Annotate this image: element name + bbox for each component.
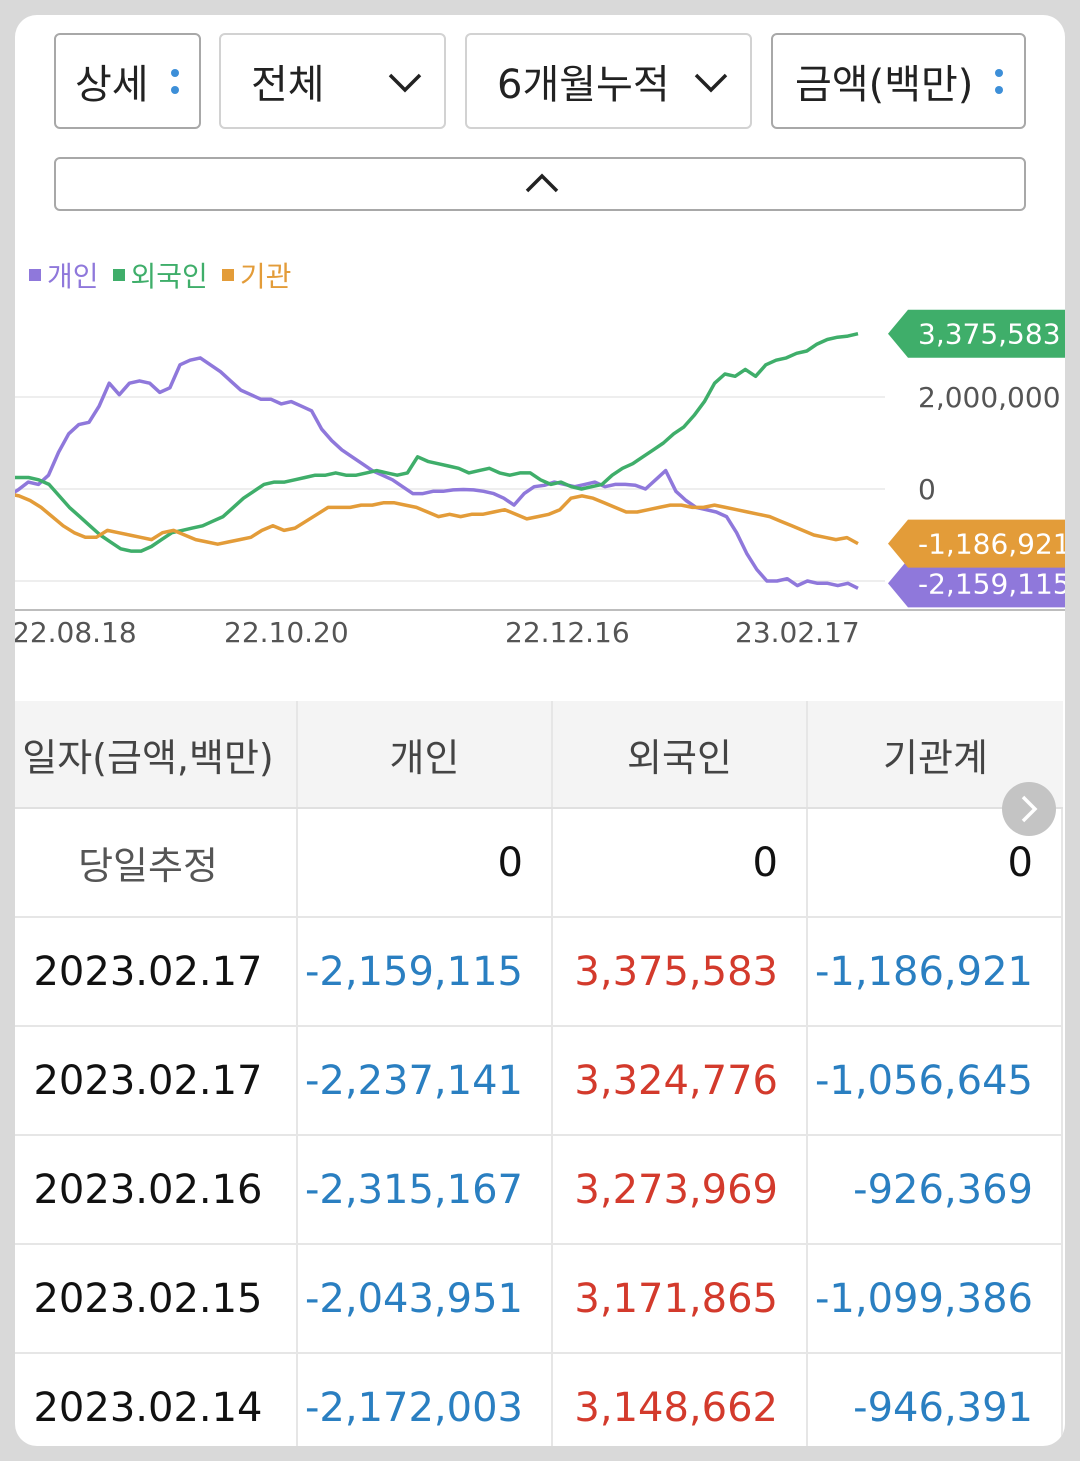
end-value-label: -1,186,921: [918, 528, 1065, 561]
series-line-0: [15, 356, 859, 590]
end-value-tag-bg: [888, 519, 1065, 568]
estimate-individual: 0: [298, 809, 553, 916]
header-institution: 기관계: [883, 735, 988, 780]
row-institution: -926,369: [808, 1136, 1063, 1243]
estimate-row: 당일추정 0 0 0: [15, 809, 1063, 918]
row-institution: -1,186,921: [808, 918, 1063, 1025]
y-tick-label: 2,000,000: [918, 381, 1061, 414]
more-vertical-icon: [995, 69, 1003, 103]
period-dropdown[interactable]: 6개월누적: [465, 33, 752, 129]
collapse-chart-button[interactable]: [54, 157, 1026, 211]
y-tick-label: 0: [918, 473, 936, 506]
row-institution: -946,391: [808, 1354, 1063, 1446]
row-foreign: 3,375,583: [553, 918, 808, 1025]
end-value-label: 3,375,583: [918, 318, 1061, 351]
header-foreign: 외국인: [553, 701, 808, 807]
row-institution: -1,056,645: [808, 1027, 1063, 1134]
scope-label: 전체: [251, 62, 325, 108]
view-mode-select[interactable]: 상세: [54, 33, 201, 129]
x-tick-label: 23.02.17: [735, 616, 860, 649]
row-individual: -2,159,115: [298, 918, 553, 1025]
investor-line-chart: 2,000,000 0 22.08.18 22.10.20 22.12.16 23.02.…: [15, 309, 1065, 649]
row-date: 2023.02.14: [15, 1354, 298, 1446]
chevron-right-icon: [1021, 795, 1038, 823]
row-foreign: 3,324,776: [553, 1027, 808, 1134]
row-date: 2023.02.17: [15, 1027, 298, 1134]
scope-dropdown[interactable]: 전체: [219, 33, 446, 129]
row-date: 2023.02.15: [15, 1245, 298, 1352]
chevron-up-icon: [525, 173, 559, 193]
view-mode-label: 상세: [75, 62, 149, 108]
series-line-2: [15, 493, 859, 546]
investor-table: 일자(금액,백만) 개인 외국인 기관계 당일추정 0 0 0 2023.02.…: [15, 701, 1063, 1446]
table-row[interactable]: 2023.02.17 -2,159,115 3,375,583 -1,186,9…: [15, 918, 1063, 1027]
chevron-down-icon: [388, 73, 422, 93]
more-vertical-icon: [171, 69, 179, 103]
row-institution: -1,099,386: [808, 1245, 1063, 1352]
legend-label: 개인: [47, 260, 99, 293]
legend-item-institution: 기관: [221, 255, 292, 295]
row-date: 2023.02.16: [15, 1136, 298, 1243]
x-tick-label: 22.08.18: [15, 616, 137, 649]
table-row[interactable]: 2023.02.17 -2,237,141 3,324,776 -1,056,6…: [15, 1027, 1063, 1136]
period-label: 6개월누적: [497, 62, 670, 108]
estimate-institution: 0: [808, 809, 1063, 916]
row-individual: -2,043,951: [298, 1245, 553, 1352]
chevron-down-icon: [694, 73, 728, 93]
x-tick-label: 22.12.16: [505, 616, 630, 649]
header-individual: 개인: [298, 701, 553, 807]
investor-trend-card: 상세 전체 6개월누적 금액(백만) 개인 외국인 기관 2,000,000 0 2…: [15, 15, 1065, 1446]
estimate-label: 당일추정: [15, 809, 298, 916]
row-foreign: 3,273,969: [553, 1136, 808, 1243]
row-date: 2023.02.17: [15, 918, 298, 1025]
row-individual: -2,315,167: [298, 1136, 553, 1243]
end-value-tag-bg: [888, 559, 1065, 608]
chart-legend: 개인 외국인 기관: [29, 255, 291, 295]
x-tick-label: 22.10.20: [224, 616, 349, 649]
legend-item-foreign: 외국인: [112, 255, 208, 295]
unit-select[interactable]: 금액(백만): [771, 33, 1026, 129]
end-value-tag-bg: [888, 309, 1065, 358]
series-line-1: [15, 331, 859, 553]
table-row[interactable]: 2023.02.14 -2,172,003 3,148,662 -946,391: [15, 1354, 1063, 1446]
row-foreign: 3,171,865: [553, 1245, 808, 1352]
legend-item-individual: 개인: [29, 255, 99, 295]
end-value-label: -2,159,115: [918, 567, 1065, 600]
header-date: 일자(금액,백만): [15, 701, 298, 807]
row-individual: -2,172,003: [298, 1354, 553, 1446]
row-individual: -2,237,141: [298, 1027, 553, 1134]
table-header-row: 일자(금액,백만) 개인 외국인 기관계: [15, 701, 1063, 809]
end-value-tag: 3,375,583: [888, 309, 1065, 358]
unit-label: 금액(백만): [795, 62, 974, 108]
end-value-tag: -2,159,115: [888, 559, 1065, 608]
end-value-tag: -1,186,921: [888, 519, 1065, 568]
legend-label: 외국인: [130, 260, 208, 293]
estimate-foreign: 0: [553, 809, 808, 916]
legend-label: 기관: [239, 260, 292, 293]
row-foreign: 3,148,662: [553, 1354, 808, 1446]
table-row[interactable]: 2023.02.15 -2,043,951 3,171,865 -1,099,3…: [15, 1245, 1063, 1354]
scroll-right-button[interactable]: [1002, 782, 1056, 836]
table-row[interactable]: 2023.02.16 -2,315,167 3,273,969 -926,369: [15, 1136, 1063, 1245]
